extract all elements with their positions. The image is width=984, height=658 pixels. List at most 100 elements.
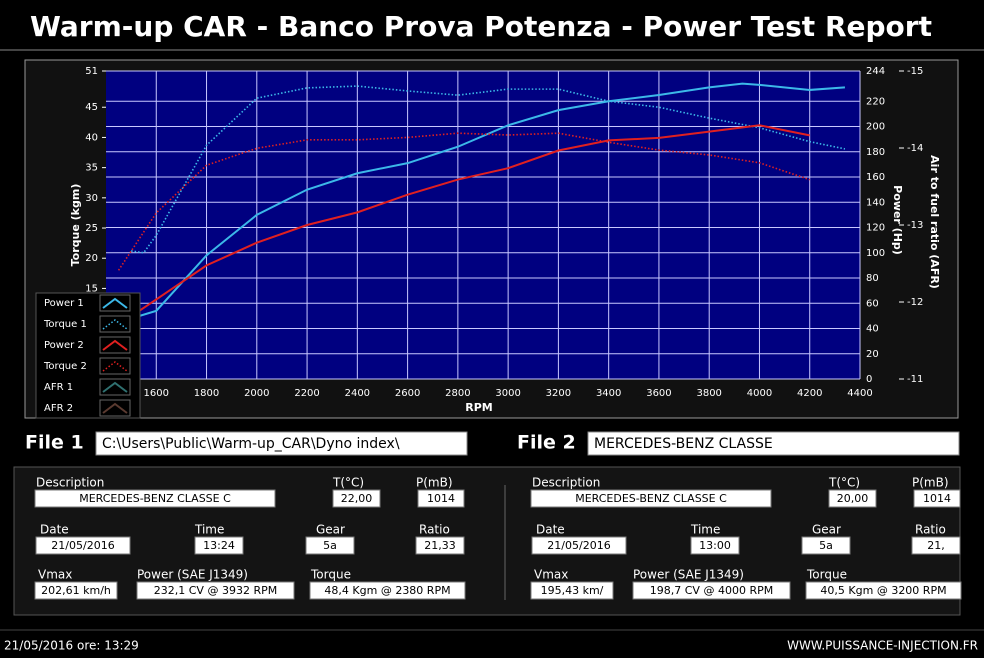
series-line [131, 85, 846, 254]
file-path-box [95, 431, 468, 456]
legend-label: Torque 1 [43, 319, 87, 330]
legend-swatch [102, 402, 128, 414]
legend-swatch-box [99, 378, 131, 396]
field-value: 1014 [923, 492, 951, 505]
field-label: Ratio [419, 523, 450, 537]
y2-tick-label: 120 [866, 223, 885, 234]
y-tick-label: 30 [85, 193, 98, 204]
series-line [117, 132, 810, 271]
field-box [194, 536, 244, 555]
legend-swatch-box [99, 399, 131, 417]
x-tick-label: 3200 [546, 388, 571, 399]
field-value: 21,33 [424, 539, 456, 552]
legend-label: Torque 2 [43, 361, 87, 372]
y2-tick-label: 20 [866, 349, 879, 360]
file-label: File 2 [517, 432, 576, 454]
x-tick-label: 3000 [495, 388, 520, 399]
field-value: 40,5 Kgm @ 3200 RPM [820, 584, 946, 597]
y3-tick-label: -15 [907, 66, 923, 77]
x-axis-title: RPM [465, 401, 492, 414]
y3-tick-label: -12 [907, 297, 923, 308]
plot-lines [117, 82, 846, 326]
series-line [118, 82, 845, 324]
field-value: 5a [323, 539, 337, 552]
field-label: T(°C) [828, 476, 860, 490]
legend-swatch [102, 319, 128, 330]
field-value: 13:24 [203, 539, 235, 552]
y2-tick-label: 60 [866, 298, 879, 309]
y2-tick-label: 40 [866, 324, 879, 335]
field-label: Torque [310, 568, 351, 582]
field-label: Power (SAE J1349) [633, 568, 744, 582]
y-tick-label: 15 [85, 283, 98, 294]
y-tick-label: 20 [85, 253, 98, 264]
legend-swatch [102, 339, 128, 351]
field-value: 22,00 [341, 492, 373, 505]
field-box [417, 489, 465, 508]
field-box [415, 536, 465, 555]
field-box [530, 581, 614, 600]
field-label: Gear [316, 523, 345, 537]
field-value: 1014 [427, 492, 455, 505]
y2-tick-label: 160 [866, 172, 885, 183]
files: File 1 C:\Users\Public\Warm-up_CAR\Dyno i… [25, 431, 962, 600]
field-box [530, 489, 772, 508]
y3-axis-title: Air to fuel ratio (AFR) [928, 155, 941, 289]
field-label: Ratio [915, 523, 946, 537]
field-label: Gear [812, 523, 841, 537]
field-label: Vmax [534, 568, 568, 582]
file-path: MERCEDES-BENZ CLASSE [594, 436, 773, 452]
field-box [305, 536, 355, 555]
field-box [35, 536, 131, 555]
field-value: 21, [927, 539, 945, 552]
legend-swatch [102, 297, 128, 309]
legend-swatch-box [99, 336, 131, 354]
field-box [136, 581, 295, 600]
field-box [805, 581, 962, 600]
field-box [828, 489, 877, 508]
legend-swatch [102, 381, 128, 393]
field-value: MERCEDES-BENZ CLASSE C [79, 492, 231, 505]
y-tick-label: 40 [85, 132, 98, 143]
field-label: Date [536, 523, 565, 537]
field-box [801, 536, 851, 555]
field-label: Torque [806, 568, 847, 582]
y3-tick-label: -13 [907, 220, 923, 231]
field-value: 202,61 km/h [41, 584, 111, 597]
y2-tick-label: 180 [866, 147, 885, 158]
x-tick-label: 2400 [345, 388, 370, 399]
field-box [911, 536, 961, 555]
series-line [118, 124, 810, 326]
field-box [34, 489, 276, 508]
plot-area [106, 71, 860, 379]
field-box [913, 489, 961, 508]
y-tick-label: 51 [85, 66, 98, 77]
file-label: File 1 [25, 432, 84, 454]
field-value: 232,1 CV @ 3932 RPM [154, 584, 277, 597]
x-tick-label: 2200 [294, 388, 319, 399]
field-value: 48,4 Kgm @ 2380 RPM [324, 584, 450, 597]
field-box [632, 581, 791, 600]
field-value: MERCEDES-BENZ CLASSE C [575, 492, 727, 505]
y2-tick-label: 220 [866, 96, 885, 107]
field-label: Power (SAE J1349) [137, 568, 248, 582]
field-label: Description [36, 476, 104, 490]
y3-tick-label: -14 [907, 143, 923, 154]
x-tick-label: 2000 [244, 388, 269, 399]
footer-website: WWW.PUISSANCE-INJECTION.FR [787, 639, 978, 653]
y2-tick-label: 80 [866, 273, 879, 284]
y3-tick-label: -11 [907, 374, 923, 385]
legend: Power 1 Torque 1 Power 2 Torque 2 AFR 1 AFR 2 [35, 292, 141, 419]
legend-swatch-box [99, 294, 131, 312]
file-path-box [587, 431, 960, 456]
field-value: 20,00 [837, 492, 869, 505]
legend-swatch-box [99, 315, 131, 333]
field-box [34, 581, 118, 600]
field-label: Vmax [38, 568, 72, 582]
y2-tick-label: 244 [866, 66, 885, 77]
field-label: Time [194, 523, 224, 537]
legend-label: AFR 1 [44, 382, 73, 393]
field-box [690, 536, 740, 555]
field-label: Date [40, 523, 69, 537]
